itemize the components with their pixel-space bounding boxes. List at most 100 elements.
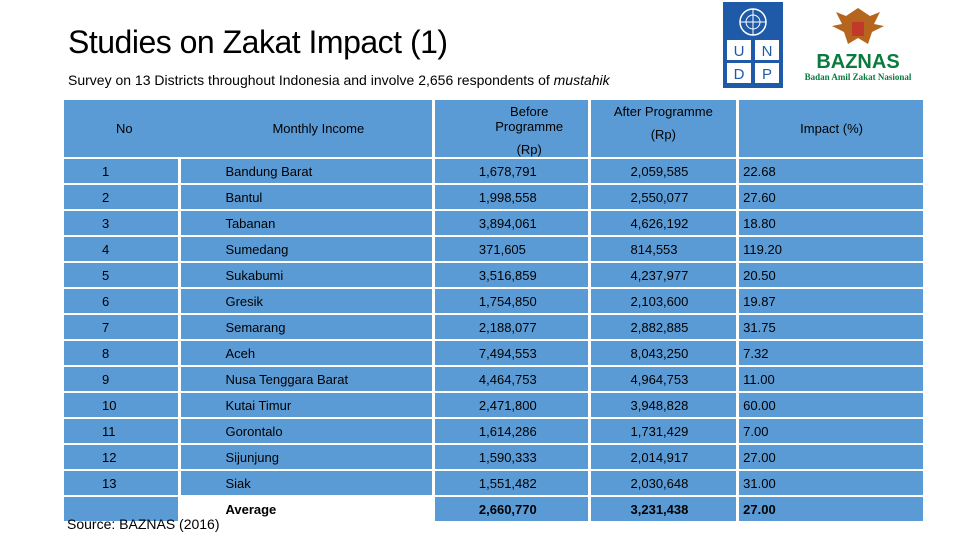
- cell-after: 2,014,917: [587, 445, 737, 469]
- cell-no: 12: [64, 445, 179, 469]
- table-row: 7 Semarang 2,188,077 2,882,885 31.75: [64, 315, 923, 339]
- table-row: 4 Sumedang 371,605 814,553 119.20: [64, 237, 923, 261]
- cell-impact: 119.20: [736, 237, 923, 261]
- undp-letter-p: P: [762, 66, 772, 83]
- table-row: 11 Gorontalo 1,614,286 1,731,429 7.00: [64, 419, 923, 443]
- cell-impact: 60.00: [736, 393, 923, 417]
- cell-no: 4: [64, 237, 179, 261]
- cell-impact: 19.87: [736, 289, 923, 313]
- cell-before: 1,551,482: [431, 471, 588, 495]
- cell-name: Kutai Timur: [178, 393, 432, 417]
- cell-after: 1,731,429: [587, 419, 737, 443]
- undp-letter-d: D: [734, 66, 745, 83]
- cell-before: 3,894,061: [431, 211, 588, 235]
- cell-impact: 27.00: [736, 445, 923, 469]
- cell-name: Aceh: [178, 341, 432, 365]
- average-row: Average 2,660,770 3,231,438 27.00: [64, 497, 923, 521]
- undp-letter-n: N: [762, 43, 773, 60]
- cell-before: 1,678,791: [431, 159, 588, 183]
- cell-name: Gorontalo: [178, 419, 432, 443]
- cell-before: 1,614,286: [431, 419, 588, 443]
- header-before-line1: Before Programme: [495, 104, 564, 134]
- header-after: After Programme (Rp): [587, 100, 737, 157]
- cell-impact: 22.68: [736, 159, 923, 183]
- table-row: 6 Gresik 1,754,850 2,103,600 19.87: [64, 289, 923, 313]
- table-row: 13 Siak 1,551,482 2,030,648 31.00: [64, 471, 923, 495]
- average-label: Average: [178, 497, 432, 521]
- cell-no: 5: [64, 263, 179, 287]
- cell-before: 3,516,859: [431, 263, 588, 287]
- cell-after: 2,103,600: [587, 289, 737, 313]
- cell-after: 4,237,977: [587, 263, 737, 287]
- baznas-name: BAZNAS: [816, 51, 899, 73]
- cell-name: Gresik: [178, 289, 432, 313]
- cell-after: 814,553: [587, 237, 737, 261]
- cell-after: 4,626,192: [587, 211, 737, 235]
- cell-impact: 11.00: [736, 367, 923, 391]
- table-row: 2 Bantul 1,998,558 2,550,077 27.60: [64, 185, 923, 209]
- cell-after: 2,030,648: [587, 471, 737, 495]
- cell-no: 2: [64, 185, 179, 209]
- impact-table: No Monthly Income Before Programme (Rp) …: [64, 98, 923, 523]
- cell-impact: 31.00: [736, 471, 923, 495]
- header-after-line1: After Programme: [613, 104, 713, 119]
- cell-name: Sumedang: [178, 237, 432, 261]
- table-row: 9 Nusa Tenggara Barat 4,464,753 4,964,753 11…: [64, 367, 923, 391]
- cell-no: 11: [64, 419, 179, 443]
- subtitle-text: Survey on 13 Districts throughout Indone…: [68, 72, 554, 88]
- cell-after: 2,059,585: [587, 159, 737, 183]
- cell-after: 4,964,753: [587, 367, 737, 391]
- cell-impact: 31.75: [736, 315, 923, 339]
- table-row: 1 Bandung Barat 1,678,791 2,059,585 22.68: [64, 159, 923, 183]
- cell-name: Nusa Tenggara Barat: [178, 367, 432, 391]
- cell-before: 371,605: [431, 237, 588, 261]
- cell-name: Siak: [178, 471, 432, 495]
- cell-before: 2,188,077: [431, 315, 588, 339]
- cell-name: Bantul: [178, 185, 432, 209]
- cell-name: Bandung Barat: [178, 159, 432, 183]
- cell-impact: 20.50: [736, 263, 923, 287]
- average-after: 3,231,438: [587, 497, 737, 521]
- cell-before: 4,464,753: [431, 367, 588, 391]
- average-before: 2,660,770: [431, 497, 588, 521]
- cell-after: 2,882,885: [587, 315, 737, 339]
- cell-before: 1,590,333: [431, 445, 588, 469]
- cell-no: 3: [64, 211, 179, 235]
- subtitle: Survey on 13 Districts throughout Indone…: [68, 72, 610, 88]
- cell-no: 13: [64, 471, 179, 495]
- cell-name: Sukabumi: [178, 263, 432, 287]
- table-row: 12 Sijunjung 1,590,333 2,014,917 27.00: [64, 445, 923, 469]
- undp-logo: U N D P: [723, 2, 783, 88]
- cell-name: Tabanan: [178, 211, 432, 235]
- header-before-line2: (Rp): [516, 142, 542, 157]
- cell-no: 8: [64, 341, 179, 365]
- undp-letter-u: U: [734, 43, 745, 60]
- cell-after: 8,043,250: [587, 341, 737, 365]
- cell-no-empty: [64, 497, 179, 521]
- cell-impact: 27.60: [736, 185, 923, 209]
- table-row: 8 Aceh 7,494,553 8,043,250 7.32: [64, 341, 923, 365]
- source-note: Source: BAZNAS (2016): [67, 516, 220, 532]
- cell-no: 6: [64, 289, 179, 313]
- cell-before: 2,471,800: [431, 393, 588, 417]
- subtitle-italic: mustahik: [553, 72, 610, 88]
- baznas-logo: BAZNAS Badan Amil Zakat Nasional: [805, 8, 912, 82]
- cell-no: 10: [64, 393, 179, 417]
- page-title: Studies on Zakat Impact (1): [68, 24, 448, 60]
- cell-before: 1,754,850: [431, 289, 588, 313]
- cell-no: 7: [64, 315, 179, 339]
- cell-no: 1: [64, 159, 179, 183]
- table-row: 10 Kutai Timur 2,471,800 3,948,828 60.00: [64, 393, 923, 417]
- cell-impact: 18.80: [736, 211, 923, 235]
- cell-name: Semarang: [178, 315, 432, 339]
- header-after-line2: (Rp): [650, 127, 676, 142]
- table-row: 5 Sukabumi 3,516,859 4,237,977 20.50: [64, 263, 923, 287]
- header-no: No: [64, 100, 179, 157]
- cell-impact: 7.32: [736, 341, 923, 365]
- header-impact: Impact (%): [736, 100, 923, 157]
- baznas-subname: Badan Amil Zakat Nasional: [805, 72, 912, 82]
- header-income: Monthly Income: [178, 100, 432, 157]
- cell-name: Sijunjung: [178, 445, 432, 469]
- cell-before: 7,494,553: [431, 341, 588, 365]
- cell-after: 3,948,828: [587, 393, 737, 417]
